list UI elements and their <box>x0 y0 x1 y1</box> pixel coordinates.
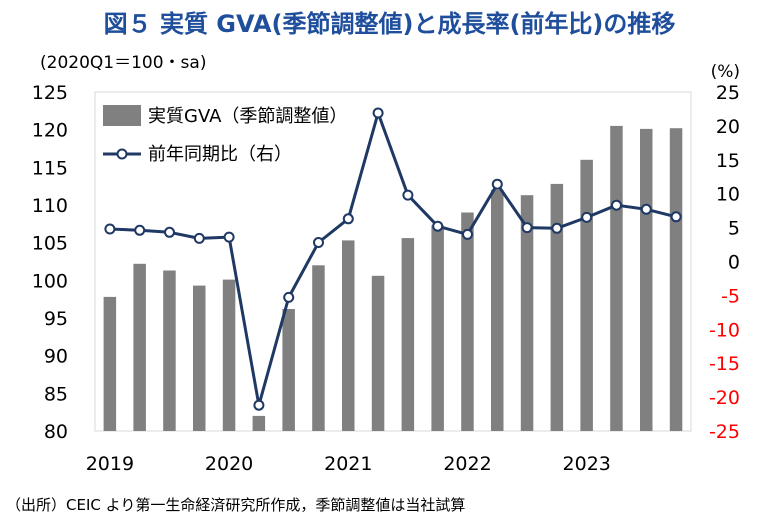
yoy-point-2023Q3 <box>640 203 652 215</box>
bar-2022Q4 <box>550 183 564 431</box>
right-tick-label: -20 <box>709 387 740 409</box>
x-tick-label: 2023 <box>563 453 611 475</box>
left-tick-label: 110 <box>32 195 68 217</box>
left-tick-label: 85 <box>44 383 68 405</box>
bar-2023Q1 <box>580 159 593 432</box>
bars-layer <box>103 125 683 432</box>
bar-2021Q1 <box>342 240 355 431</box>
right-tick-label: -25 <box>709 421 740 443</box>
right-tick-label: -15 <box>709 353 740 375</box>
left-tick-label: 115 <box>32 157 68 179</box>
legend: 実質GVA（季節調整値） 前年同期比（右） <box>103 105 347 165</box>
bar-2021Q2 <box>371 275 385 431</box>
yoy-point-2020Q3 <box>283 291 295 303</box>
right-tick-label: 20 <box>716 116 740 138</box>
yoy-point-2020Q2 <box>253 399 265 411</box>
bar-2019Q1 <box>103 296 117 431</box>
yoy-point-2021Q3 <box>402 189 414 201</box>
bar-2023Q4 <box>669 128 683 431</box>
bar-2021Q4 <box>431 225 444 431</box>
bar-2023Q3 <box>640 128 653 431</box>
yoy-point-2022Q3 <box>521 222 533 234</box>
bar-2019Q2 <box>133 263 146 431</box>
left-tick-label: 90 <box>44 346 68 368</box>
yoy-point-2023Q1 <box>581 211 593 223</box>
yoy-point-2021Q4 <box>432 220 444 232</box>
yoy-point-2023Q4 <box>670 211 682 223</box>
yoy-point-2022Q2 <box>491 178 503 190</box>
right-tick-label: 10 <box>716 184 740 206</box>
legend-bar-swatch <box>103 105 141 126</box>
right-tick-label: 25 <box>716 82 740 104</box>
bar-2020Q2 <box>252 415 266 431</box>
left-tick-label: 80 <box>44 421 68 443</box>
yoy-point-2019Q1 <box>104 223 116 235</box>
x-tick-label: 2022 <box>443 453 491 475</box>
right-tick-label: 15 <box>716 150 740 172</box>
bar-2019Q3 <box>163 270 176 431</box>
right-tick-label: -10 <box>709 319 740 341</box>
left-tick-label: 100 <box>32 270 68 292</box>
bar-2023Q2 <box>610 125 623 432</box>
x-tick-label: 2019 <box>86 453 134 475</box>
legend-bar-label: 実質GVA（季節調整値） <box>148 106 347 127</box>
yoy-point-2023Q2 <box>611 199 622 211</box>
bar-2019Q4 <box>193 285 206 431</box>
right-axis-unit: (%) <box>711 62 740 82</box>
yoy-point-2019Q4 <box>193 232 205 244</box>
axes-layer: 125120115110105100959085802520151050-5-1… <box>32 53 740 475</box>
bar-2022Q3 <box>520 195 534 431</box>
bar-2020Q4 <box>312 265 325 431</box>
source-footnote: （出所）CEIC より第一生命経済研究所作成，季節調整値は当社試算 <box>6 496 466 514</box>
yoy-point-2019Q2 <box>134 224 146 236</box>
bar-2020Q1 <box>222 279 236 431</box>
legend-line-label: 前年同期比（右） <box>148 144 292 165</box>
line-layer <box>104 107 682 411</box>
plot-area-frame <box>94 91 692 432</box>
right-tick-label: -5 <box>721 285 740 307</box>
bar-2021Q3 <box>401 238 415 431</box>
legend-line-marker <box>116 148 128 160</box>
left-tick-label: 120 <box>32 120 68 142</box>
yoy-point-2020Q1 <box>223 231 235 243</box>
yoy-point-2021Q1 <box>342 213 354 225</box>
yoy-point-2019Q3 <box>164 226 175 238</box>
yoy-point-2020Q4 <box>313 237 324 248</box>
left-tick-label: 95 <box>44 308 68 330</box>
yoy-point-2021Q2 <box>372 107 384 119</box>
yoy-point-2022Q1 <box>462 228 473 240</box>
left-axis-unit: (2020Q1＝100・sa) <box>40 53 206 73</box>
x-tick-label: 2021 <box>324 453 372 475</box>
right-tick-label: 0 <box>728 252 740 274</box>
bar-2022Q2 <box>491 189 504 431</box>
bar-2022Q1 <box>461 212 474 431</box>
chart-title: 図５ 実質 GVA(季節調整値)と成長率(前年比)の推移 <box>103 10 676 38</box>
bar-2020Q3 <box>282 309 295 431</box>
left-tick-label: 105 <box>32 233 68 255</box>
x-tick-label: 2020 <box>205 453 253 475</box>
yoy-point-2022Q4 <box>551 222 563 234</box>
left-tick-label: 125 <box>32 82 68 104</box>
right-tick-label: 5 <box>728 218 740 240</box>
